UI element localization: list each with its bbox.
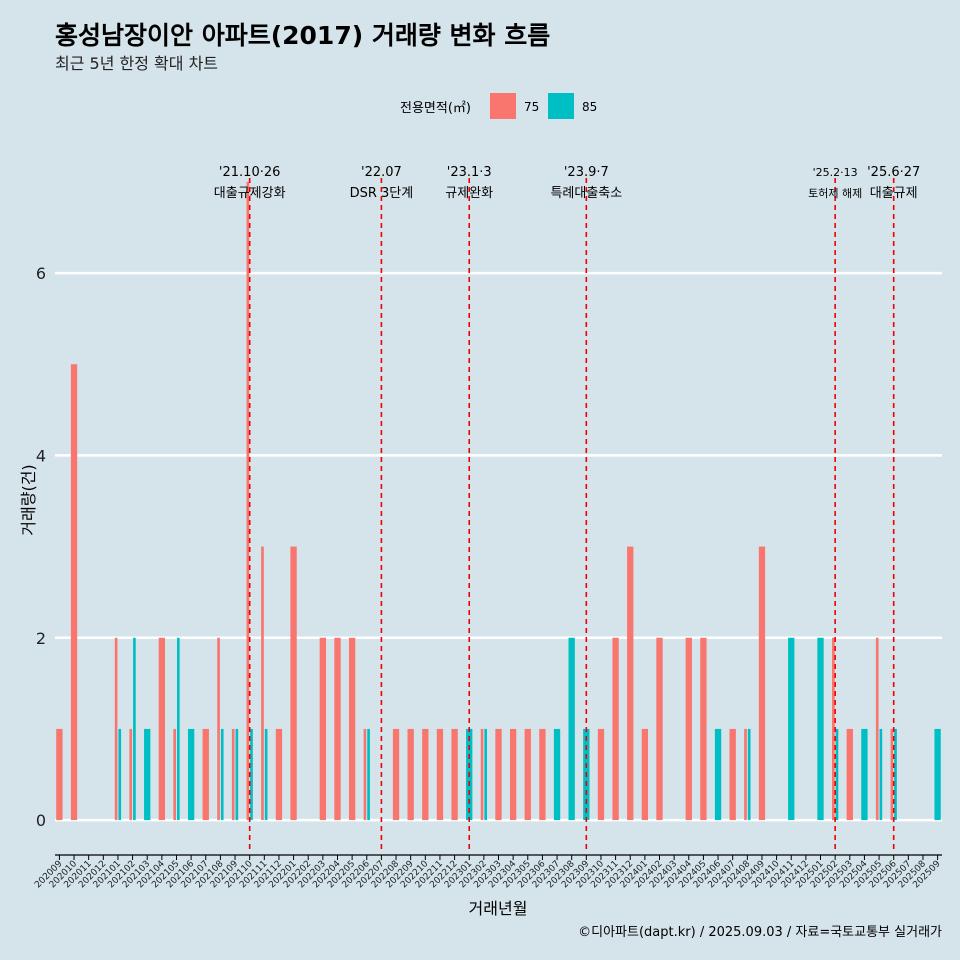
bar-85-202102 xyxy=(133,637,136,821)
bar-75-202209 xyxy=(407,728,414,821)
bar-75-202503 xyxy=(846,728,853,821)
bars xyxy=(56,181,941,821)
bar-75-202204 xyxy=(334,637,341,821)
legend-title: 전용면적(㎡) xyxy=(400,101,471,116)
event-date: '21.10·26 xyxy=(219,165,280,180)
bar-75-202502 xyxy=(831,637,835,821)
bar-75-202302 xyxy=(480,728,484,821)
event-lines: '21.10·26 대출규제강화 '22.07 DSR 3단계 '23.1·3 규제완화 '… xyxy=(214,165,920,852)
bar-85-202302 xyxy=(484,728,488,821)
bar-85-202506 xyxy=(894,728,897,821)
bar-75-202109 xyxy=(231,728,235,821)
bar-75-202211 xyxy=(436,728,444,821)
bar-75-202110 xyxy=(246,181,250,821)
bar-85-202505 xyxy=(879,728,883,821)
x-axis-title: 거래년월 xyxy=(469,899,528,918)
bar-75-202304 xyxy=(509,728,517,821)
bar-75-202312 xyxy=(627,546,634,821)
bar-75-202206 xyxy=(363,728,367,821)
bar-75-202310 xyxy=(597,728,605,821)
bar-85-202108 xyxy=(220,728,224,821)
bar-75-202102 xyxy=(129,728,133,821)
bar-75-202303 xyxy=(495,728,502,821)
bar-75-202107 xyxy=(202,728,209,821)
chart-title: 홍성남장이안 아파트(2017) 거래량 변화 흐름 xyxy=(55,21,550,50)
bar-75-202407 xyxy=(729,728,736,821)
event-date: '25.2·13 xyxy=(813,166,858,179)
bar-75-202201 xyxy=(290,546,297,821)
y-tick-label: 2 xyxy=(36,629,46,648)
event-label: DSR 3단계 xyxy=(350,186,414,201)
event-label: 토허제 해제 xyxy=(808,186,862,200)
bar-85-202502 xyxy=(835,728,839,821)
bar-85-202206 xyxy=(367,728,370,821)
bar-85-202509 xyxy=(934,728,941,821)
bar-85-202110 xyxy=(250,728,253,821)
bar-75-202505 xyxy=(875,637,879,821)
event-label: 대출규제 xyxy=(870,186,918,201)
legend-key-85 xyxy=(548,93,574,119)
bar-85-202101 xyxy=(118,728,122,821)
bar-75-202401 xyxy=(641,728,649,821)
bar-85-202504 xyxy=(861,728,868,821)
bar-75-202104 xyxy=(158,637,166,821)
bar-75-202111 xyxy=(261,546,264,821)
chart-caption: ©디아파트(dapt.kr) / 2025.09.03 / 자료=국토교통부 실… xyxy=(578,925,942,940)
bar-75-202108 xyxy=(217,637,220,821)
bar-85-202308 xyxy=(568,637,575,821)
bar-75-202105 xyxy=(173,728,176,821)
y-tick-label: 6 xyxy=(36,264,46,283)
bar-75-202212 xyxy=(451,728,458,821)
bar-85-202307 xyxy=(553,728,561,821)
bar-85-202411 xyxy=(788,637,795,821)
legend-key-75 xyxy=(490,93,516,119)
event-date: '23.9·7 xyxy=(564,165,609,180)
bar-75-202402 xyxy=(656,637,663,821)
bar-75-202506 xyxy=(890,728,894,821)
bar-75-202205 xyxy=(348,637,356,821)
y-axis-title: 거래량(건) xyxy=(19,464,38,535)
bar-75-202311 xyxy=(612,637,619,821)
bar-85-202406 xyxy=(714,728,722,821)
bar-85-202408 xyxy=(747,728,751,821)
bar-75-202409 xyxy=(758,546,766,821)
bar-75-202408 xyxy=(744,728,747,821)
bar-75-202112 xyxy=(275,728,283,821)
bar-75-202305 xyxy=(524,728,531,821)
legend-label-75: 75 xyxy=(524,100,539,114)
event-date: '25.6·27 xyxy=(867,165,920,180)
bar-75-202404 xyxy=(685,637,692,821)
bar-75-202009 xyxy=(56,728,63,821)
y-tick-labels: 0 2 4 6 xyxy=(36,264,46,830)
event-label: 대출규제강화 xyxy=(214,186,286,201)
bar-75-202203 xyxy=(319,637,327,821)
chart-subtitle: 최근 5년 한정 확대 차트 xyxy=(55,54,218,73)
y-tick-label: 4 xyxy=(36,446,46,465)
bar-85-202501 xyxy=(817,637,824,821)
legend-label-85: 85 xyxy=(582,100,597,114)
event-date: '23.1·3 xyxy=(447,165,492,180)
bar-75-202101 xyxy=(114,637,118,821)
bar-85-202103 xyxy=(144,728,151,821)
legend: 전용면적(㎡) 75 85 xyxy=(400,93,597,119)
bar-85-202111 xyxy=(264,728,268,821)
bar-75-202010 xyxy=(70,364,78,821)
event-label: 특례대출축소 xyxy=(550,186,622,201)
event-label: 규제완화 xyxy=(445,186,493,201)
bar-75-202208 xyxy=(392,728,400,821)
bar-85-202105 xyxy=(176,637,180,821)
bar-75-202306 xyxy=(539,728,546,821)
event-date: '22.07 xyxy=(361,165,402,180)
bar-85-202109 xyxy=(235,728,239,821)
y-tick-label: 0 xyxy=(36,811,46,830)
bar-75-202405 xyxy=(700,637,707,821)
x-axis: 2020092020102020112020122021012021022021… xyxy=(33,854,943,890)
bar-75-202210 xyxy=(422,728,429,821)
bar-85-202106 xyxy=(187,728,195,821)
